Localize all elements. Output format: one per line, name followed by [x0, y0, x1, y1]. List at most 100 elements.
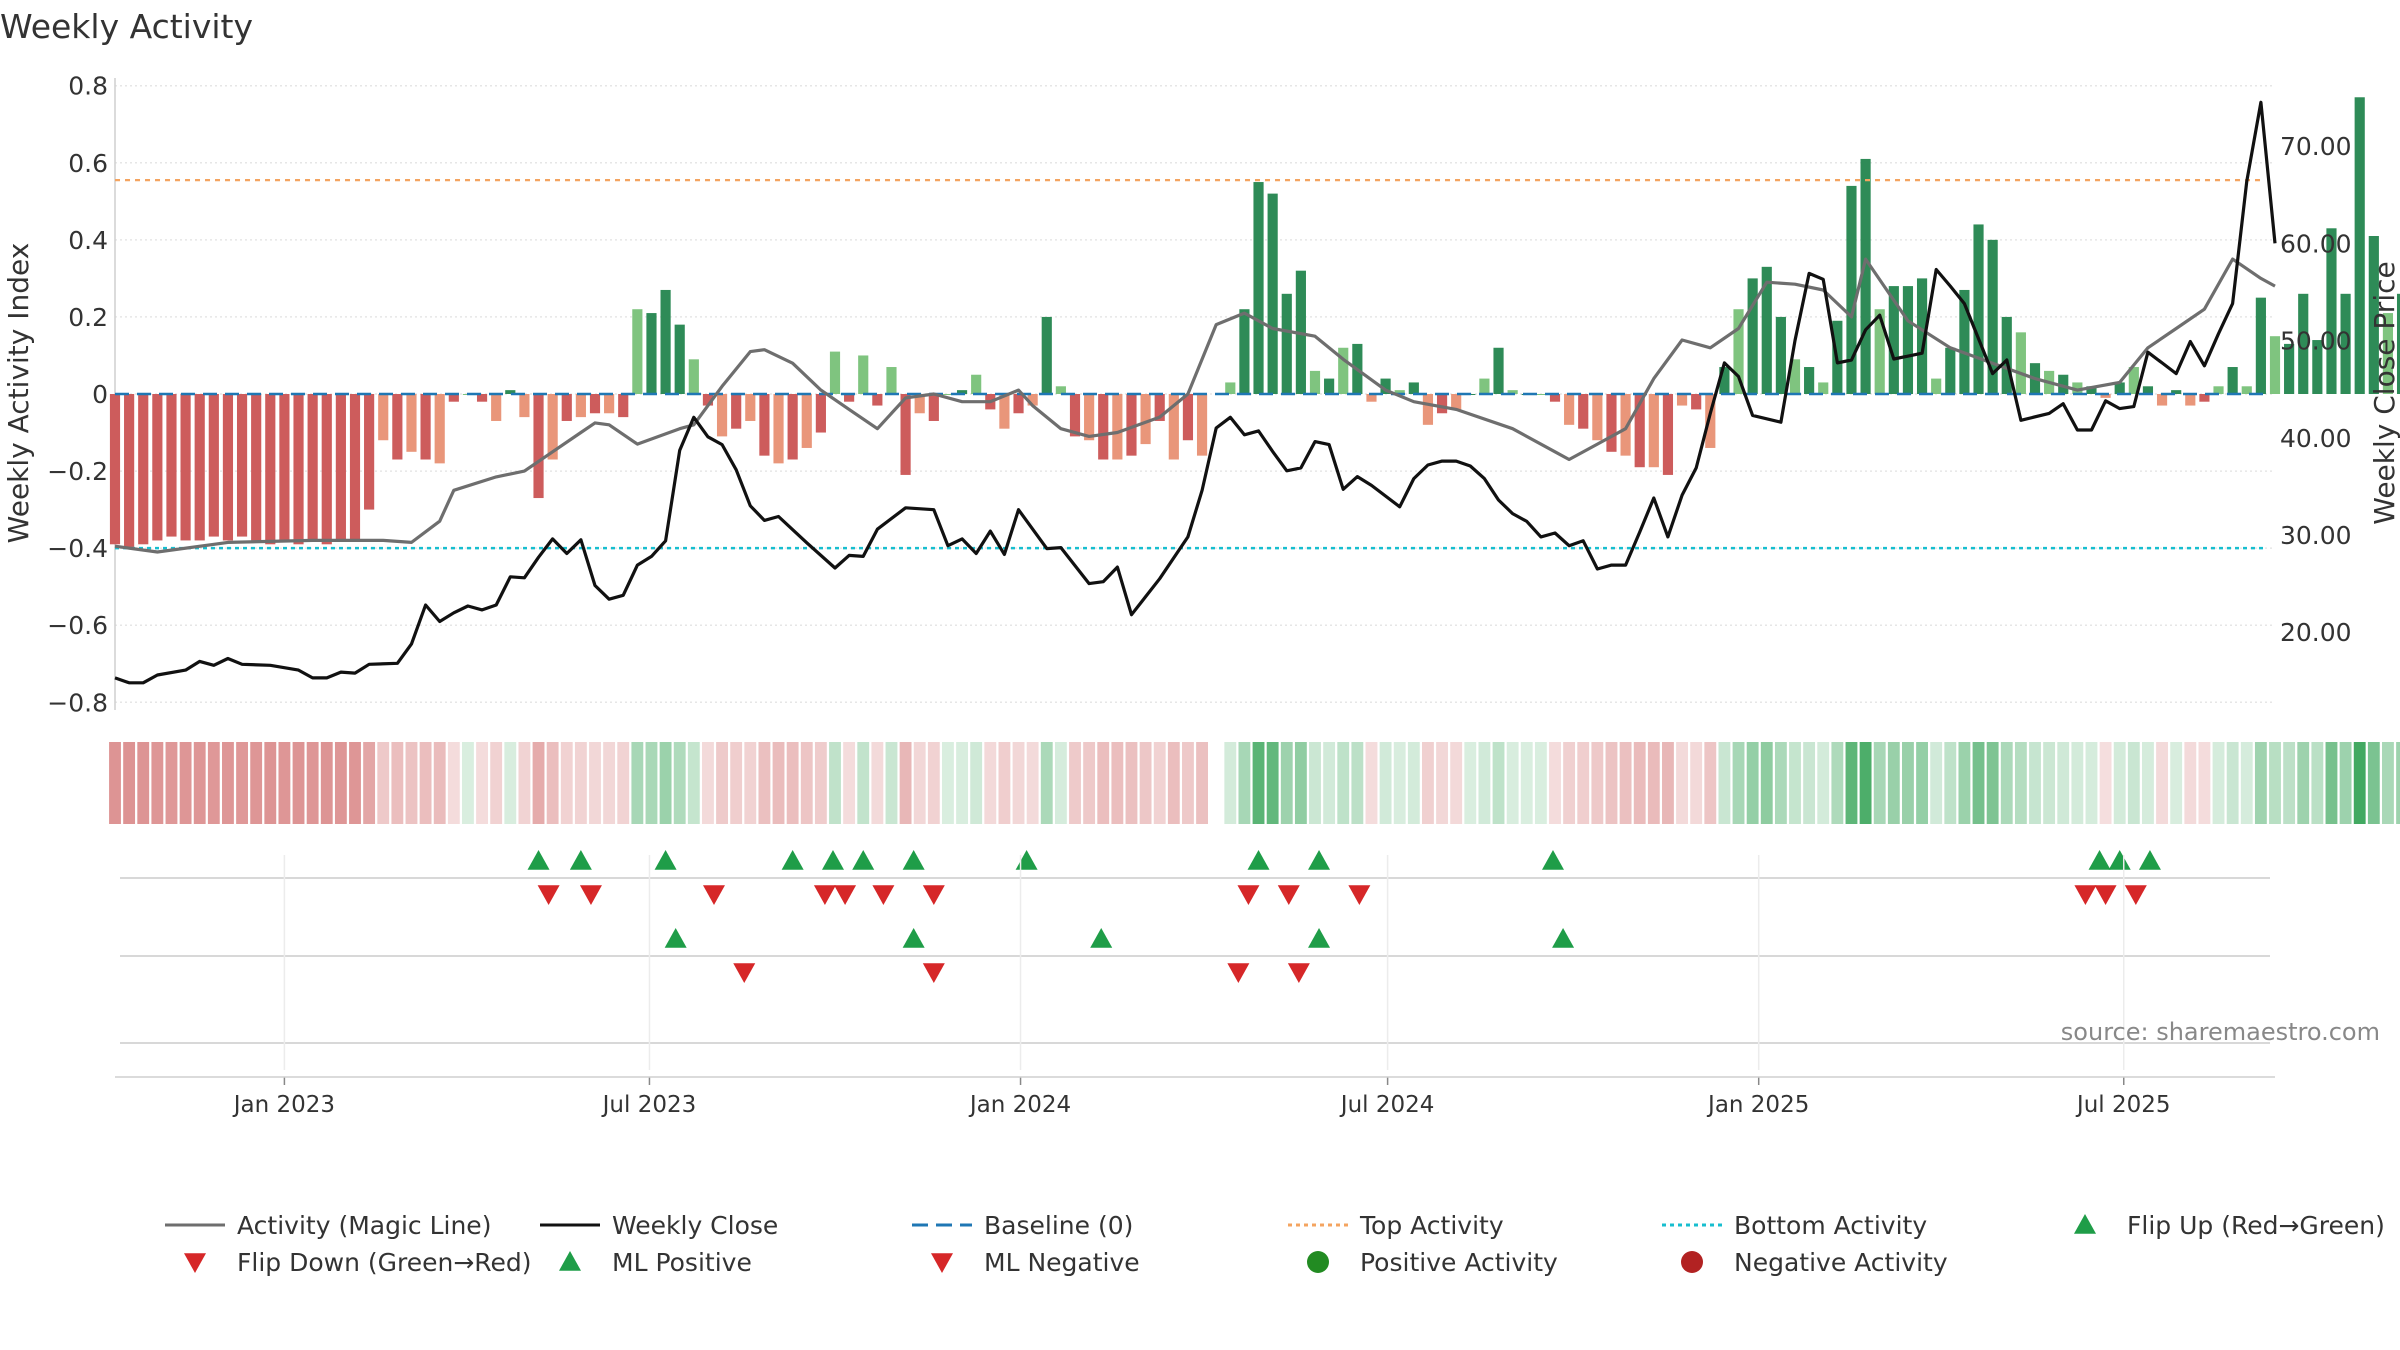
- activity-bar: [956, 390, 968, 394]
- legend-item: Negative Activity: [1681, 1248, 1948, 1277]
- activity-bar: [1408, 382, 1419, 394]
- heat-cell: [673, 742, 686, 824]
- left-tick-label: 0.4: [68, 226, 108, 255]
- activity-bar: [2284, 343, 2295, 394]
- heat-cell: [1972, 742, 1985, 824]
- heat-cell: [1789, 742, 1801, 824]
- left-tick-label: 0.6: [68, 149, 108, 178]
- activity-bar: [1041, 316, 1052, 394]
- flip-down-marker: [702, 885, 725, 905]
- activity-bar: [2326, 228, 2337, 394]
- heat-cell: [2170, 742, 2183, 824]
- heat-cell: [193, 742, 206, 824]
- flip-up-marker: [2108, 850, 2131, 870]
- flip-up-marker: [1541, 850, 1564, 870]
- heat-cell: [2014, 742, 2027, 824]
- ml-negative-marker: [1287, 963, 1310, 983]
- flip-down-marker: [1348, 885, 1371, 905]
- heat-cell: [1916, 742, 1928, 824]
- activity-bar: [519, 394, 530, 418]
- heat-cell: [1196, 742, 1208, 824]
- activity-bar: [434, 394, 445, 464]
- activity-bar: [688, 359, 699, 394]
- activity-bar: [476, 394, 488, 402]
- heat-cell: [306, 742, 319, 824]
- heat-cell: [1958, 742, 1971, 824]
- activity-bar: [575, 394, 586, 418]
- activity-bar: [2241, 386, 2252, 394]
- activity-bar: [1719, 367, 1730, 394]
- activity-bar: [1592, 394, 1603, 441]
- heat-cell: [617, 742, 630, 824]
- heat-cell: [349, 742, 361, 824]
- heat-cell: [970, 742, 983, 824]
- flip-down-marker: [2074, 885, 2097, 905]
- heat-cell: [320, 742, 333, 824]
- activity-bar: [2185, 394, 2196, 406]
- heat-cell: [942, 742, 954, 824]
- flip-down-marker: [2094, 885, 2117, 905]
- heat-cell: [1478, 742, 1491, 824]
- chart-title: Weekly Activity: [0, 7, 253, 46]
- activity-bar: [138, 394, 149, 545]
- flip-up-marker: [2088, 850, 2111, 870]
- ml-positive-marker: [1308, 928, 1331, 948]
- heat-cell: [363, 742, 376, 824]
- heat-cell: [984, 742, 997, 824]
- right-tick-label: 50.00: [2280, 327, 2352, 356]
- activity-bar: [1239, 309, 1250, 394]
- heat-cell: [1591, 742, 1604, 824]
- heat-cell: [786, 742, 799, 824]
- heat-cell: [1407, 742, 1420, 824]
- legend-swatch: [559, 1251, 581, 1271]
- heat-cell: [871, 742, 884, 824]
- activity-bar: [222, 394, 234, 541]
- heat-cell: [1224, 742, 1237, 824]
- activity-bar: [1902, 286, 1914, 394]
- activity-bar: [660, 289, 671, 394]
- x-tick-label: Jan 2024: [968, 1092, 1071, 1118]
- activity-bar: [349, 394, 361, 541]
- flip-up-marker: [654, 850, 677, 870]
- activity-bar: [1084, 394, 1095, 441]
- activity-bar: [1394, 390, 1405, 394]
- heat-cell: [1182, 742, 1194, 824]
- activity-bar: [505, 390, 516, 394]
- heat-cell: [222, 742, 234, 824]
- activity-bar: [914, 394, 925, 414]
- activity-bar: [1931, 378, 1942, 394]
- heat-cell: [292, 742, 305, 824]
- heat-cell: [758, 742, 771, 824]
- heat-cell: [899, 742, 912, 824]
- flip-down-marker: [872, 885, 895, 905]
- heat-cell: [2000, 742, 2013, 824]
- heat-cell: [2240, 742, 2253, 824]
- activity-bar: [632, 309, 643, 394]
- left-tick-label: 0.8: [68, 72, 108, 101]
- flip-down-marker: [537, 885, 560, 905]
- activity-bar: [1564, 394, 1575, 425]
- heat-cell: [885, 742, 898, 824]
- heat-cell: [1520, 742, 1533, 824]
- right-tick-label: 40.00: [2280, 424, 2352, 453]
- activity-bar: [2269, 336, 2281, 394]
- activity-bar: [1860, 158, 1871, 394]
- left-tick-label: −0.2: [47, 457, 108, 486]
- legend-swatch: [184, 1253, 206, 1273]
- heat-cell: [462, 742, 474, 824]
- activity-bar: [2171, 390, 2182, 394]
- activity-bar: [1182, 394, 1194, 441]
- activity-bar: [745, 394, 756, 421]
- right-tick-label: 20.00: [2280, 618, 2352, 647]
- flip-up-marker: [1015, 850, 1038, 870]
- activity-bar: [406, 394, 417, 452]
- x-tick-label: Jul 2025: [2075, 1092, 2171, 1118]
- heat-cell: [1930, 742, 1943, 824]
- activity-bar: [604, 394, 615, 414]
- activity-bar: [1324, 378, 1335, 394]
- left-axis-ticks: 0.8 0.6 0.4 0.2 0 −0.2 −0.4 −0.6 −0.8: [47, 72, 108, 718]
- activity-bar: [674, 324, 685, 394]
- activity-bar: [886, 367, 897, 394]
- heat-cell: [1845, 742, 1858, 824]
- right-tick-label: 60.00: [2280, 229, 2352, 258]
